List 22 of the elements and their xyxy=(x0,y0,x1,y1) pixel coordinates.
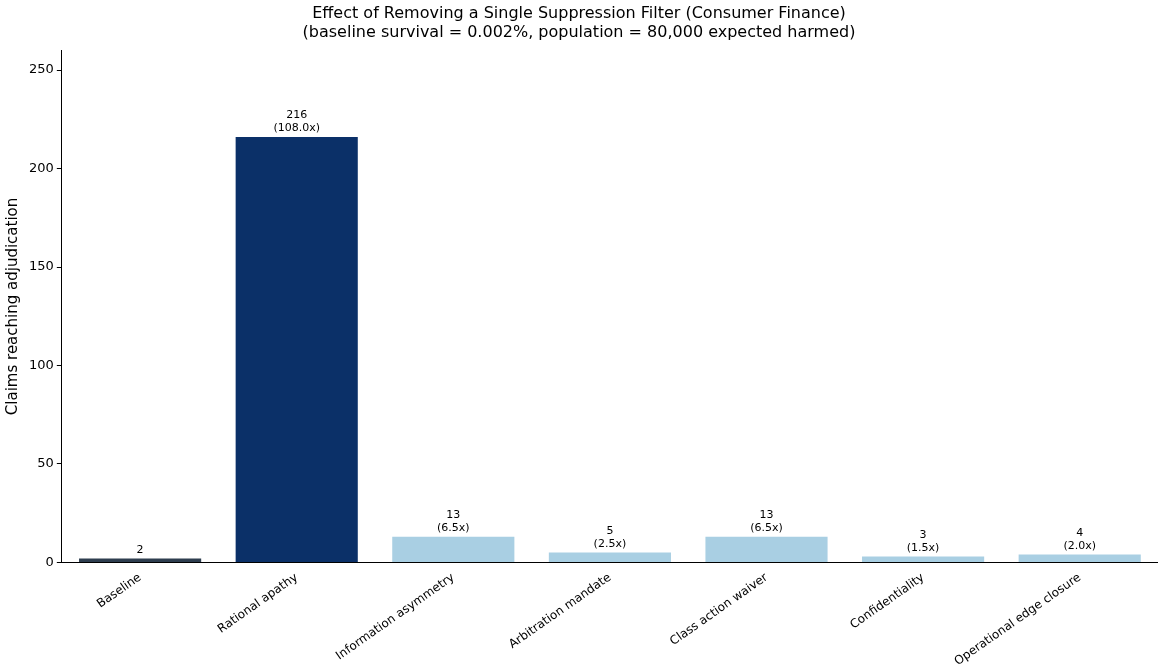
y-tick-label: 200 xyxy=(28,159,54,175)
bar xyxy=(392,536,515,562)
y-tick-label: 250 xyxy=(28,61,54,77)
bar xyxy=(705,536,828,562)
chart-subtitle: (baseline survival = 0.002%, population = 80,000 expected harmed) xyxy=(302,21,856,41)
y-tick-label: 150 xyxy=(28,258,54,274)
y-axis-title: Claims reaching adjudication xyxy=(2,197,21,416)
bar xyxy=(235,137,358,562)
y-tick-label: 0 xyxy=(45,553,54,569)
y-tick-label: 100 xyxy=(28,356,54,372)
data-label: 2 xyxy=(136,542,144,556)
bar xyxy=(1018,554,1141,562)
data-label: 3 (1.5x) xyxy=(906,527,940,554)
data-label: 13 (6.5x) xyxy=(750,508,783,535)
chart-title: Effect of Removing a Single Suppression Filter (Consumer Finance) xyxy=(312,2,846,22)
data-label: 5 (2.5x) xyxy=(593,523,627,550)
y-tick-label: 50 xyxy=(37,455,54,471)
bar xyxy=(548,552,671,562)
data-label: 216 (108.0x) xyxy=(273,108,321,135)
bar xyxy=(862,556,985,562)
data-label: 4 (2.0x) xyxy=(1063,525,1096,552)
data-label: 13 (6.5x) xyxy=(437,508,470,535)
